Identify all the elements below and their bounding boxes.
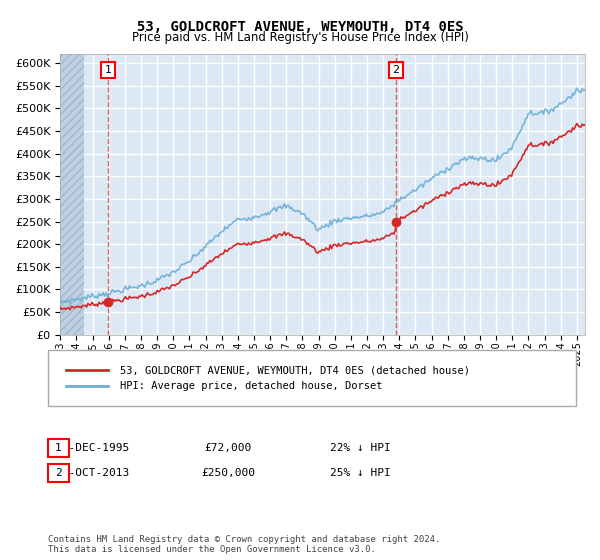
Text: 22% ↓ HPI: 22% ↓ HPI — [329, 443, 391, 453]
Text: 53, GOLDCROFT AVENUE, WEYMOUTH, DT4 0ES (detached house): 53, GOLDCROFT AVENUE, WEYMOUTH, DT4 0ES … — [120, 365, 470, 375]
Text: 1: 1 — [55, 443, 62, 453]
Text: 18-DEC-1995: 18-DEC-1995 — [56, 443, 130, 453]
Text: HPI: Average price, detached house, Dorset: HPI: Average price, detached house, Dors… — [120, 381, 383, 391]
Bar — [60, 54, 85, 335]
Text: 2: 2 — [392, 65, 400, 75]
Text: 25% ↓ HPI: 25% ↓ HPI — [329, 468, 391, 478]
Text: 53, GOLDCROFT AVENUE, WEYMOUTH, DT4 0ES: 53, GOLDCROFT AVENUE, WEYMOUTH, DT4 0ES — [137, 20, 463, 34]
Text: 2: 2 — [55, 468, 62, 478]
Text: Contains HM Land Registry data © Crown copyright and database right 2024.
This d: Contains HM Land Registry data © Crown c… — [48, 535, 440, 554]
Text: 11-OCT-2013: 11-OCT-2013 — [56, 468, 130, 478]
Text: £250,000: £250,000 — [201, 468, 255, 478]
Text: £72,000: £72,000 — [205, 443, 251, 453]
Text: 1: 1 — [104, 65, 112, 75]
Text: Price paid vs. HM Land Registry's House Price Index (HPI): Price paid vs. HM Land Registry's House … — [131, 31, 469, 44]
